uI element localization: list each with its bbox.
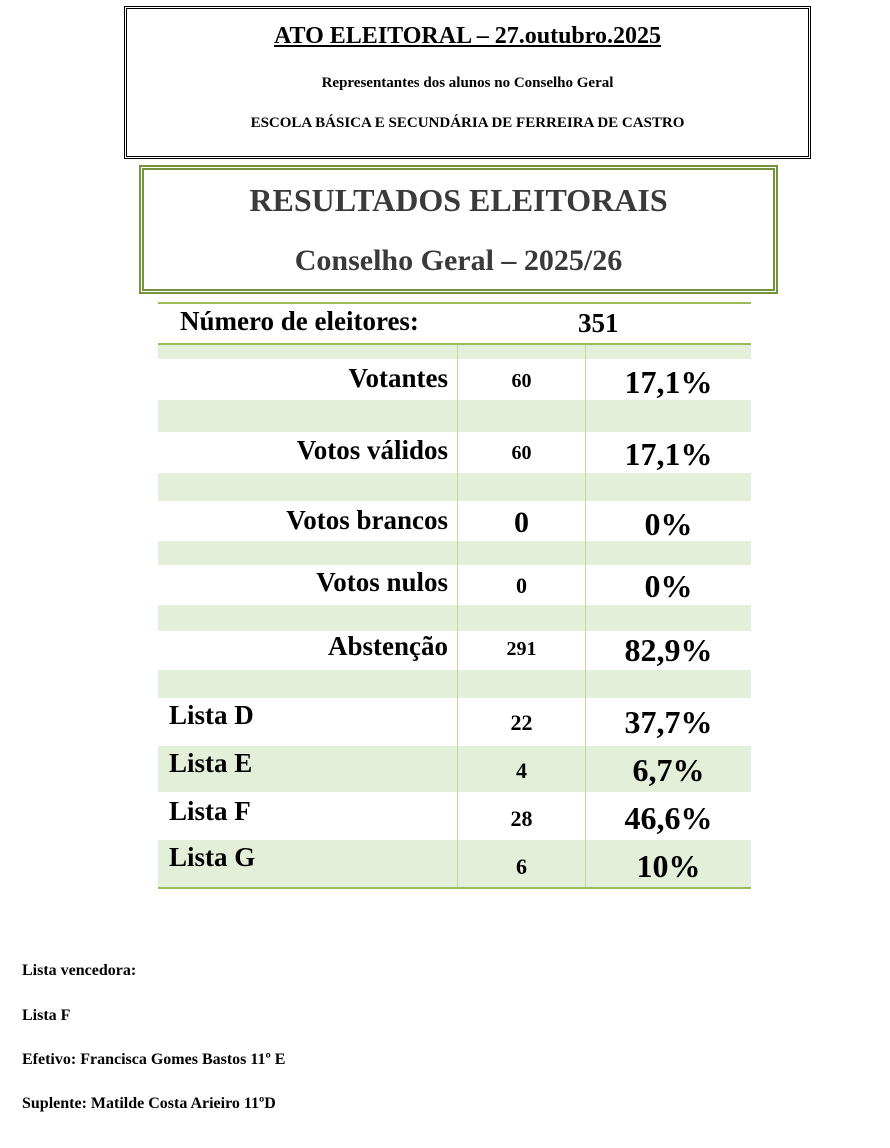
list-count: 4 [516, 758, 527, 783]
winner-list: Lista F [22, 1007, 71, 1024]
row-count: 291 [506, 638, 537, 660]
row-count: 0 [514, 506, 529, 539]
row-band [158, 400, 751, 432]
list-label: Lista E [169, 748, 253, 778]
row-count: 60 [511, 370, 532, 392]
list-count: 28 [510, 806, 533, 831]
row-percent: 17,1% [624, 436, 713, 472]
election-header-box: ATO ELEITORAL – 27.outubro.2025 Represen… [124, 6, 811, 159]
winner-label: Lista vencedora: [22, 962, 137, 979]
school-name: ESCOLA BÁSICA E SECUNDÁRIA DE FERREIRA D… [250, 115, 685, 131]
list-row-band [158, 746, 751, 792]
list-count: 6 [516, 854, 527, 879]
column-divider [585, 345, 586, 888]
row-percent: 0% [644, 506, 693, 542]
list-row-band [158, 840, 751, 888]
list-label: Lista G [169, 842, 256, 872]
list-percent: 10% [636, 848, 701, 884]
row-band [158, 345, 751, 359]
list-percent: 6,7% [632, 752, 705, 788]
electors-divider [158, 343, 751, 345]
row-percent: 0% [644, 568, 693, 604]
row-count: 0 [516, 573, 527, 598]
list-percent: 37,7% [624, 704, 713, 740]
header-title: ATO ELEITORAL – 27.outubro.2025 [274, 23, 661, 49]
suplente-name: Suplente: Matilde Costa Arieiro 11ºD [22, 1095, 276, 1112]
row-band [158, 605, 751, 631]
table-top-border [158, 302, 751, 304]
results-title-box: RESULTADOS ELEITORAIS Conselho Geral – 2… [139, 165, 778, 294]
row-percent: 82,9% [624, 632, 713, 668]
row-count: 60 [511, 442, 532, 464]
row-label: Votos brancos [286, 505, 448, 535]
row-label: Abstenção [328, 631, 448, 661]
list-label: Lista F [169, 796, 251, 826]
list-label: Lista D [169, 700, 254, 730]
row-label: Votantes [348, 363, 448, 393]
results-title: RESULTADOS ELEITORAIS [249, 182, 668, 218]
column-divider [457, 345, 458, 888]
electors-value: 351 [578, 308, 619, 338]
row-band [158, 670, 751, 698]
efetivo-name: Efetivo: Francisca Gomes Bastos 11º E [22, 1051, 286, 1068]
table-bottom-border [158, 887, 751, 889]
row-band [158, 541, 751, 565]
row-band [158, 473, 751, 501]
row-label: Votos nulos [316, 567, 448, 597]
row-label: Votos válidos [296, 435, 448, 465]
header-subtitle: Representantes dos alunos no Conselho Ge… [321, 75, 614, 91]
list-percent: 46,6% [624, 800, 713, 836]
list-count: 22 [510, 710, 533, 735]
row-percent: 17,1% [624, 364, 713, 400]
electors-label: Número de eleitores: [180, 306, 419, 336]
results-subtitle: Conselho Geral – 2025/26 [294, 244, 623, 277]
